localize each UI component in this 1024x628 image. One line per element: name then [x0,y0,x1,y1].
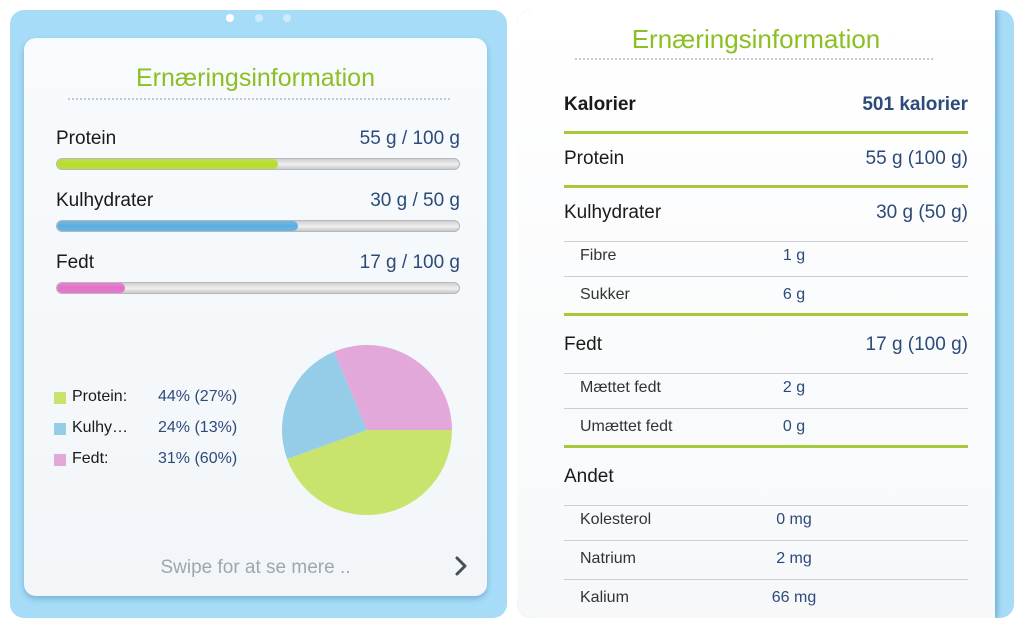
row-value: 1 g [782,247,806,264]
metric-fat: Fedt 17 g / 100 g [56,252,460,302]
row-value: 0 g [782,418,806,435]
legend-swatch [54,423,66,435]
legend-value: 44% (27%) [158,388,238,405]
row-value: 0 mg [776,511,812,528]
progress-track [56,220,460,232]
macro-pie-chart [282,345,452,515]
row-potassium: Kalium 66 mg [564,580,968,618]
legend-swatch [54,392,66,404]
row-unsaturated-fat: Umættet fedt 0 g [564,409,968,448]
row-calories: Kalorier 501 kalorier [564,80,968,134]
page-dot-1[interactable] [226,14,235,22]
row-fibre: Fibre 1 g [564,238,968,277]
page-dot-3[interactable] [282,14,291,22]
row-sugar: Sukker 6 g [564,277,968,316]
row-value: 501 kalorier [862,94,968,115]
row-label: Umættet fedt [580,418,673,435]
row-saturated-fat: Mættet fedt 2 g [564,370,968,409]
summary-panel[interactable]: Ernæringsinformation Protein 55 g / 100 … [10,10,507,618]
row-value: 30 g (50 g) [876,202,968,223]
details-title: Ernæringsinformation [631,24,881,54]
row-cholesterol: Kolesterol 0 mg [564,502,968,541]
metric-protein: Protein 55 g / 100 g [56,128,460,178]
row-label: Natrium [580,550,637,567]
pie-slice-fat [334,345,452,430]
row-carbs: Kulhydrater 30 g (50 g) [564,188,968,242]
row-value: 2 g [782,379,806,396]
metric-carbs: Kulhydrater 30 g / 50 g [56,190,460,240]
row-label: Kolesterol [580,511,652,528]
metric-label: Protein [56,128,117,149]
page-dot-2[interactable] [254,14,263,22]
metric-label: Kulhydrater [56,190,154,211]
row-value: 6 g [782,286,806,303]
legend-label: Kulhy… [72,419,129,436]
swipe-hint: Swipe for at se mere .. [160,557,351,578]
row-label: Kalium [580,589,629,606]
metric-value: 30 g / 50 g [370,190,460,211]
row-label: Protein [564,148,625,169]
row-other: Andet [564,452,968,506]
legend-value: 24% (13%) [158,419,238,436]
progress-fill-protein [57,159,279,169]
page-indicator[interactable] [10,14,507,26]
row-label: Fedt [564,334,603,355]
progress-track [56,282,460,294]
nutrition-summary-card: Ernæringsinformation Protein 55 g / 100 … [24,38,487,596]
pie-legend: Protein: 44% (27%) Kulhy… 24% (13%) Fedt… [54,388,264,481]
chevron-right-icon[interactable] [453,555,469,577]
row-label: Andet [564,466,614,487]
progress-fill-fat [57,283,126,293]
title-divider [68,98,450,100]
legend-item-fat: Fedt: 31% (60%) [54,450,264,481]
row-label: Fibre [580,247,617,264]
details-panel[interactable]: Ernæringsinformation Kalorier 501 kalori… [517,10,1014,618]
row-value: 17 g (100 g) [865,334,968,355]
title-divider [575,58,933,60]
metric-value: 55 g / 100 g [359,128,460,149]
row-fat: Fedt 17 g (100 g) [564,320,968,374]
row-value: 66 mg [771,589,817,606]
row-label: Kalorier [564,94,636,115]
row-protein: Protein 55 g (100 g) [564,134,968,188]
metric-label: Fedt [56,252,95,273]
legend-item-carbs: Kulhy… 24% (13%) [54,419,264,450]
metric-value: 17 g / 100 g [359,252,460,273]
row-sodium: Natrium 2 mg [564,541,968,580]
legend-swatch [54,454,66,466]
legend-label: Fedt: [72,450,109,467]
row-value: 55 g (100 g) [865,148,968,169]
legend-label: Protein: [72,388,128,405]
row-label: Kulhydrater [564,202,662,223]
pie-slice-protein [287,430,452,515]
progress-fill-carbs [57,221,299,231]
nutrition-details-sheet[interactable]: Ernæringsinformation Kalorier 501 kalori… [517,10,995,618]
row-label: Sukker [580,286,630,303]
row-value: 2 mg [776,550,812,567]
summary-title: Ernæringsinformation [136,64,375,92]
row-label: Mættet fedt [580,379,661,396]
progress-track [56,158,460,170]
legend-item-protein: Protein: 44% (27%) [54,388,264,419]
legend-value: 31% (60%) [158,450,238,467]
pie-slice-carbs [282,351,367,460]
